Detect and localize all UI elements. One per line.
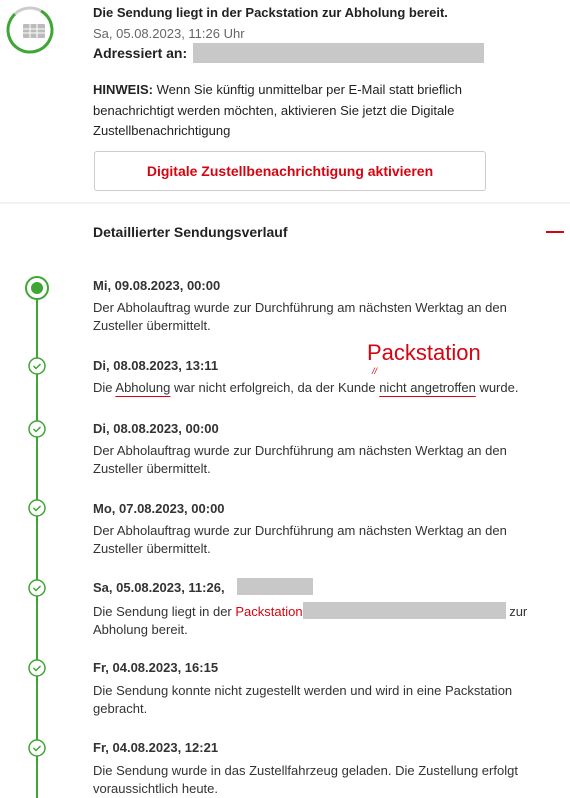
redacted <box>302 602 506 619</box>
text-part: Abholung <box>115 380 171 395</box>
event-text: Die Sendung liegt in der Packstation zur… <box>93 602 548 639</box>
event-text: Der Abholauftrag wurde zur Durchführung … <box>93 443 507 476</box>
text-part: Die Sendung liegt in der <box>93 604 236 619</box>
event-text: Die Abholung war nicht erfolgreich, da d… <box>93 379 548 397</box>
annotation: Packstation <box>367 340 481 365</box>
packstation-icon-grid <box>23 24 45 38</box>
event-text: Der Abholauftrag wurde zur Durchführung … <box>93 300 507 333</box>
status-date: Sa, 05.08.2023, 11:26 Uhr <box>93 26 245 41</box>
text-part: zur Abholung bereit. <box>93 604 528 637</box>
redacted <box>193 43 484 63</box>
event-text: Die Sendung wurde in das Zustellfahrzeug… <box>93 763 518 796</box>
text-part: Die <box>93 380 116 395</box>
text-part[interactable]: Packstation <box>235 604 303 619</box>
address-label: Adressiert an: <box>93 45 188 61</box>
event-date: Fr, 04.08.2023, 12:21 <box>93 740 219 755</box>
activate-button[interactable]: Digitale Zustellbenachrichtigung aktivie… <box>94 151 486 191</box>
event-date: Sa, 05.08.2023, 11:26, <box>93 580 225 595</box>
event-date: Mi, 09.08.2023, 00:00 <box>93 278 221 293</box>
notice: HINWEIS: Wenn Sie künftig unmittelbar pe… <box>93 80 533 142</box>
status-ring-rest <box>6 6 54 54</box>
timeline-checks <box>28 357 46 757</box>
event-date: Di, 08.08.2023, 13:11 <box>93 358 219 373</box>
text-part: wurde. <box>475 380 519 395</box>
event-text: Der Abholauftrag wurde zur Durchführung … <box>93 523 507 556</box>
event-date: Di, 08.08.2023, 00:00 <box>93 421 219 436</box>
status-title: Die Sendung liegt in der Packstation zur… <box>93 5 448 20</box>
timeline-node-dot <box>31 282 43 294</box>
event-date: Mo, 07.08.2023, 00:00 <box>93 501 225 516</box>
event-date: Fr, 04.08.2023, 16:15 <box>93 660 219 675</box>
packstation-icon <box>23 24 45 38</box>
event-text: Die Sendung konnte nicht zugestellt werd… <box>93 683 513 716</box>
annotation-mark: // <box>372 366 378 376</box>
redacted <box>237 578 313 595</box>
text-part: war nicht erfolgreich, da der Kunde <box>170 380 380 395</box>
notice-label: HINWEIS: <box>93 82 153 97</box>
history-title: Detaillierter Sendungsverlauf <box>93 224 288 240</box>
text-part: nicht angetroffen <box>379 380 476 395</box>
notice-text: Wenn Sie künftig unmittelbar per E-Mail … <box>93 82 462 138</box>
